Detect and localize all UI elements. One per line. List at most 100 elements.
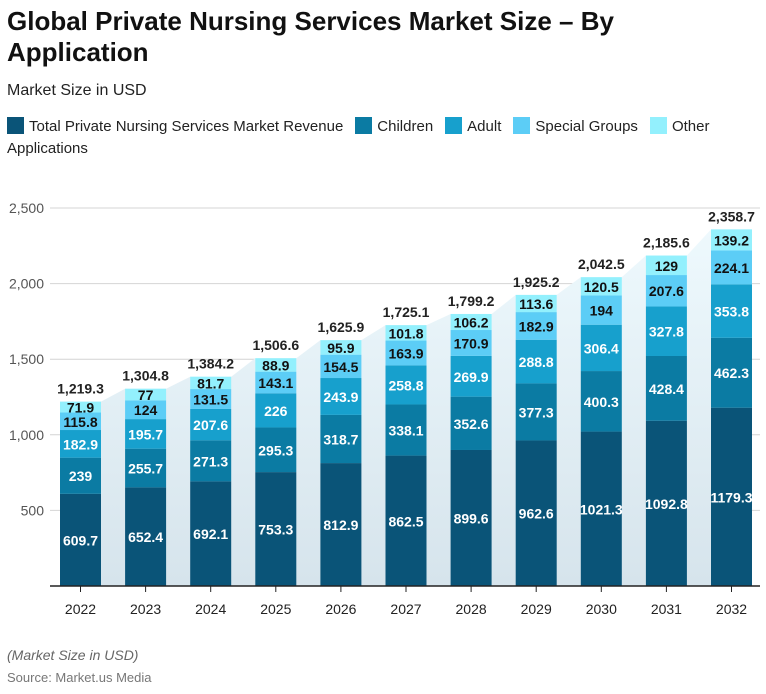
- data-label: 862.5: [388, 513, 423, 529]
- data-label: 962.6: [519, 506, 554, 522]
- data-label: 1092.8: [645, 496, 688, 512]
- legend-swatch: [649, 117, 667, 134]
- legend-label: Adult: [467, 118, 502, 135]
- x-tick-label: 2022: [65, 601, 96, 617]
- legend-item[interactable]: Other Applications: [7, 117, 709, 157]
- bar-segment: [515, 339, 557, 384]
- x-tick-label: 2027: [390, 601, 421, 617]
- legend-label: Total Private Nursing Services Market Re…: [29, 118, 344, 135]
- data-label: 377.3: [519, 404, 554, 420]
- data-label: 400.3: [584, 394, 619, 410]
- bar-segment: [255, 472, 297, 586]
- bar-segment: [645, 306, 687, 356]
- bar-segment: [385, 340, 427, 366]
- data-label: 182.9: [519, 318, 554, 334]
- data-label: 224.1: [714, 260, 749, 276]
- total-label: 1,219.3: [57, 381, 104, 397]
- data-label: 652.4: [128, 529, 163, 545]
- data-label: 353.8: [714, 304, 749, 320]
- bar-segment: [711, 229, 752, 251]
- data-label: 609.7: [63, 532, 98, 548]
- bar-segment: [645, 355, 687, 421]
- x-tick-label: 2023: [130, 601, 161, 617]
- bar-segment: [450, 355, 492, 397]
- bar-segment: [580, 431, 622, 586]
- data-label: 77: [138, 387, 154, 403]
- legend-swatch: [7, 117, 24, 134]
- data-label: 899.6: [454, 510, 489, 526]
- bar-segment: [450, 330, 492, 356]
- total-label: 1,625.9: [318, 319, 365, 335]
- bar-segment: [60, 430, 101, 458]
- data-label: 207.6: [649, 283, 684, 299]
- bar-segment: [60, 493, 101, 586]
- legend-item[interactable]: Total Private Nursing Services Market Re…: [7, 117, 344, 135]
- bar-segment: [580, 371, 622, 432]
- bar-segment: [645, 255, 687, 276]
- total-label: 1,799.2: [448, 293, 495, 309]
- data-label: 71.9: [67, 400, 94, 416]
- total-label: 2,185.6: [643, 235, 690, 251]
- data-label: 255.7: [128, 461, 163, 477]
- bar-segment: [320, 354, 362, 379]
- data-label: 753.3: [258, 522, 293, 538]
- data-label: 106.2: [454, 314, 489, 330]
- total-label: 1,506.6: [252, 337, 299, 353]
- data-label: 120.5: [584, 279, 619, 295]
- bar-segment: [255, 393, 297, 428]
- chart-subtitle: Market Size in USD: [7, 82, 147, 99]
- legend-item[interactable]: Adult: [445, 117, 502, 135]
- bar-segment: [711, 407, 752, 586]
- data-label: 288.8: [519, 354, 554, 370]
- data-label: 352.6: [454, 416, 489, 432]
- y-tick-label: 1,000: [9, 427, 44, 443]
- bar-segment: [125, 400, 167, 420]
- data-label: 428.4: [649, 381, 684, 397]
- x-tick-label: 2029: [521, 601, 552, 617]
- data-label: 139.2: [714, 232, 749, 248]
- data-label: 271.3: [193, 453, 228, 469]
- legend-item[interactable]: Special Groups: [513, 117, 638, 135]
- bar-segment: [255, 371, 297, 394]
- bar-segment: [580, 295, 622, 325]
- bar-segment: [385, 325, 427, 341]
- bar-segment: [645, 420, 687, 586]
- x-tick-label: 2026: [325, 601, 356, 617]
- bar-segment: [580, 277, 622, 296]
- data-label: 182.9: [63, 436, 98, 452]
- total-label: 1,925.2: [513, 274, 560, 290]
- bar-segment: [711, 284, 752, 338]
- legend-item[interactable]: Children: [355, 117, 433, 135]
- bar-segment: [450, 313, 492, 331]
- bar-segment: [320, 414, 362, 464]
- bar-segment: [125, 388, 167, 401]
- x-tick-label: 2024: [195, 601, 226, 617]
- bar-segment: [711, 337, 752, 408]
- data-label: 295.3: [258, 442, 293, 458]
- data-label: 1179.3: [710, 489, 752, 505]
- data-label: 163.9: [388, 345, 423, 361]
- bar-segment: [320, 463, 362, 586]
- bar-segment: [515, 440, 557, 586]
- data-label: 462.3: [714, 365, 749, 381]
- data-label: 195.7: [128, 426, 163, 442]
- data-label: 124: [134, 402, 158, 418]
- data-label: 338.1: [388, 423, 423, 439]
- data-label: 269.9: [454, 369, 489, 385]
- bar-segment: [385, 404, 427, 456]
- legend-swatch: [355, 117, 373, 134]
- data-label: 81.7: [197, 375, 224, 391]
- legend-swatch: [445, 117, 463, 134]
- bar-segment: [450, 449, 492, 586]
- x-tick-label: 2030: [586, 601, 617, 617]
- bar-segment: [515, 312, 557, 340]
- bar-segment: [320, 340, 362, 355]
- data-label: 88.9: [262, 357, 289, 373]
- bar-segment: [190, 481, 232, 586]
- bar-segment: [450, 396, 492, 450]
- legend: Total Private Nursing Services Market Re…: [7, 116, 757, 160]
- bar-segment: [60, 412, 101, 431]
- footnote: (Market Size in USD): [7, 647, 139, 663]
- bar-segment: [385, 365, 427, 405]
